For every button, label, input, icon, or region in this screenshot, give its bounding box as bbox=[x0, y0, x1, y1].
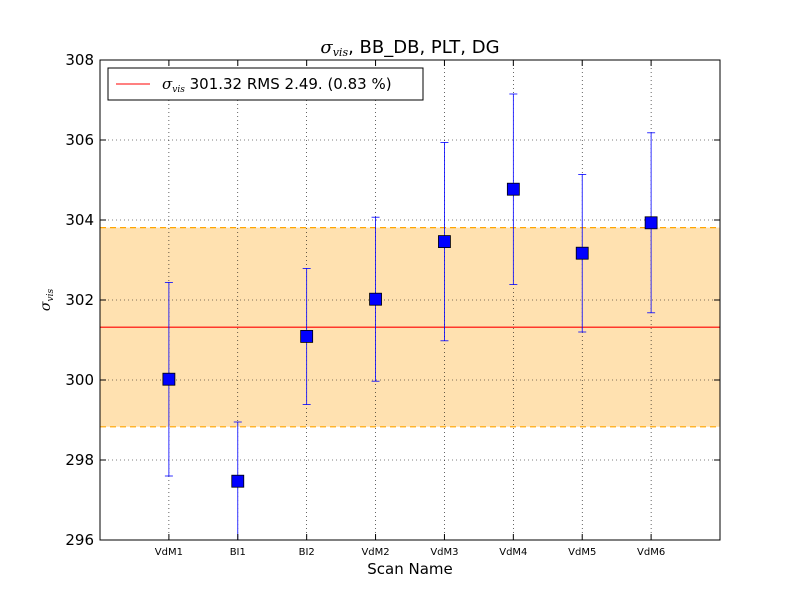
data-point bbox=[575, 246, 589, 260]
data-point bbox=[369, 292, 382, 306]
y-axis-label: σvis bbox=[38, 289, 56, 312]
x-tick-label: VdM2 bbox=[361, 547, 389, 558]
legend: σvis 301.32 RMS 2.49. (0.83 %) bbox=[107, 67, 424, 101]
data-point bbox=[162, 372, 176, 386]
y-tick-label: 300 bbox=[65, 371, 94, 389]
y-tick-label: 302 bbox=[65, 291, 94, 309]
x-tick-label: BI2 bbox=[299, 547, 315, 558]
y-tick-label: 304 bbox=[65, 211, 94, 229]
legend-box bbox=[107, 67, 424, 101]
y-tick-label: 308 bbox=[65, 51, 94, 69]
x-tick-label: VdM5 bbox=[568, 547, 596, 558]
x-tick-label: VdM1 bbox=[155, 547, 183, 558]
x-axis-label: Scan Name bbox=[367, 560, 453, 578]
data-point bbox=[644, 216, 658, 230]
y-tick-label: 298 bbox=[65, 451, 94, 469]
chart-title: σvis, BB_DB, PLT, DG bbox=[320, 37, 499, 59]
axes-layer: 296 298 300 302 304 306 308 VdM1 BI1 BI2 VdM2 VdM3 V… bbox=[65, 51, 721, 558]
data-layer bbox=[162, 93, 658, 540]
x-tick-label: VdM4 bbox=[499, 547, 527, 558]
data-point bbox=[231, 474, 245, 488]
data-point bbox=[506, 182, 520, 196]
data-point bbox=[438, 235, 451, 249]
x-tick-label: BI1 bbox=[230, 547, 246, 558]
y-tick-label: 296 bbox=[65, 531, 94, 549]
x-tick-label: VdM3 bbox=[430, 547, 458, 558]
x-tick-label: VdM6 bbox=[637, 547, 665, 558]
y-tick-label: 306 bbox=[65, 131, 94, 149]
legend-label: σvis 301.32 RMS 2.49. (0.83 %) bbox=[162, 75, 392, 95]
data-point bbox=[300, 329, 314, 343]
